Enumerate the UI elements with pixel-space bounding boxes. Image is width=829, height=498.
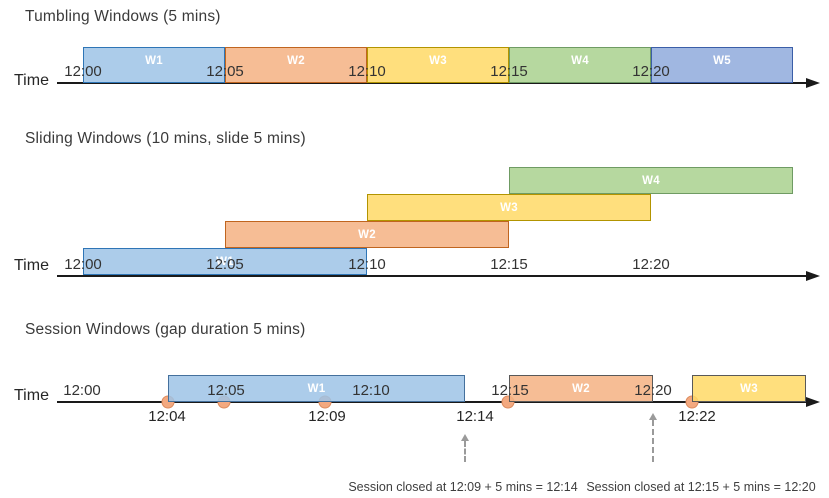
time-axis-arrowhead-tumbling [806, 78, 820, 88]
time-axis-line-sliding [57, 275, 806, 277]
window-bar-label: W3 [429, 54, 447, 67]
tick-label-12-20: 12:20 [634, 382, 672, 399]
tick-label-12-20: 12:20 [632, 256, 670, 273]
window-bar-w1-tumbling: W1 [83, 47, 225, 83]
event-time-label-12-14: 12:14 [456, 408, 494, 425]
event-time-label-12-22: 12:22 [678, 408, 716, 425]
window-bar-label: W3 [740, 382, 758, 395]
tick-label-12-20: 12:20 [632, 63, 670, 80]
tick-label-12-15: 12:15 [490, 256, 528, 273]
tick-label-12-00: 12:00 [64, 256, 102, 273]
window-bar-label: W3 [500, 201, 518, 214]
session-close-arrowhead [461, 434, 469, 441]
tick-label-12-10: 12:10 [348, 256, 386, 273]
window-bar-label: W5 [713, 54, 731, 67]
window-bar-w3-session: W3 [692, 375, 806, 402]
window-bar-w1-sliding: W1 [83, 248, 367, 275]
tick-label-12-00: 12:00 [64, 63, 102, 80]
session-close-annotation-2: Session closed at 12:15 + 5 mins = 12:20 [586, 480, 816, 494]
window-bar-w3-tumbling: W3 [367, 47, 509, 83]
tick-label-12-15: 12:15 [491, 382, 529, 399]
tick-label-12-05: 12:05 [206, 256, 244, 273]
tick-label-12-10: 12:10 [352, 382, 390, 399]
window-bar-label: W2 [358, 228, 376, 241]
tick-label-12-05: 12:05 [206, 63, 244, 80]
window-bar-w4-tumbling: W4 [509, 47, 651, 83]
event-time-label-12-04: 12:04 [148, 408, 186, 425]
section-title-session-windows: Session Windows (gap duration 5 mins) [25, 321, 306, 338]
window-bar-w5-tumbling: W5 [651, 47, 793, 83]
window-bar-w2-sliding: W2 [225, 221, 509, 248]
window-bar-label: W1 [216, 255, 234, 268]
window-bar-w2-tumbling: W2 [225, 47, 367, 83]
time-axis-arrowhead-sliding [806, 271, 820, 281]
section-title-sliding-windows: Sliding Windows (10 mins, slide 5 mins) [25, 130, 306, 147]
window-bar-w3-sliding: W3 [367, 194, 651, 221]
session-close-annotation-1: Session closed at 12:09 + 5 mins = 12:14 [348, 480, 578, 494]
tick-label-12-10: 12:10 [348, 63, 386, 80]
time-axis-arrowhead-session [806, 397, 820, 407]
session-close-arrow-line [652, 420, 654, 462]
time-axis-label: Time [14, 387, 49, 404]
window-bar-label: W4 [571, 54, 589, 67]
tick-label-12-15: 12:15 [490, 63, 528, 80]
time-axis-label: Time [14, 72, 49, 89]
window-bar-w1-session: W1 [168, 375, 465, 402]
section-title-tumbling-windows: Tumbling Windows (5 mins) [25, 8, 221, 25]
session-close-arrowhead [649, 413, 657, 420]
tick-label-12-00: 12:00 [63, 382, 101, 399]
window-bar-label: W1 [145, 54, 163, 67]
window-bar-label: W1 [307, 382, 326, 395]
time-axis-label: Time [14, 257, 49, 274]
window-bar-w4-sliding: W4 [509, 167, 793, 194]
window-bar-label: W2 [287, 54, 305, 67]
time-axis-line-session [57, 401, 806, 403]
window-bar-label: W4 [642, 174, 660, 187]
event-time-label-12-09: 12:09 [308, 408, 346, 425]
time-axis-line-tumbling [57, 82, 806, 84]
session-close-arrow-line [464, 441, 466, 462]
window-bar-label: W2 [572, 382, 590, 395]
tick-label-12-05: 12:05 [207, 382, 245, 399]
window-bar-w2-session: W2 [509, 375, 653, 402]
